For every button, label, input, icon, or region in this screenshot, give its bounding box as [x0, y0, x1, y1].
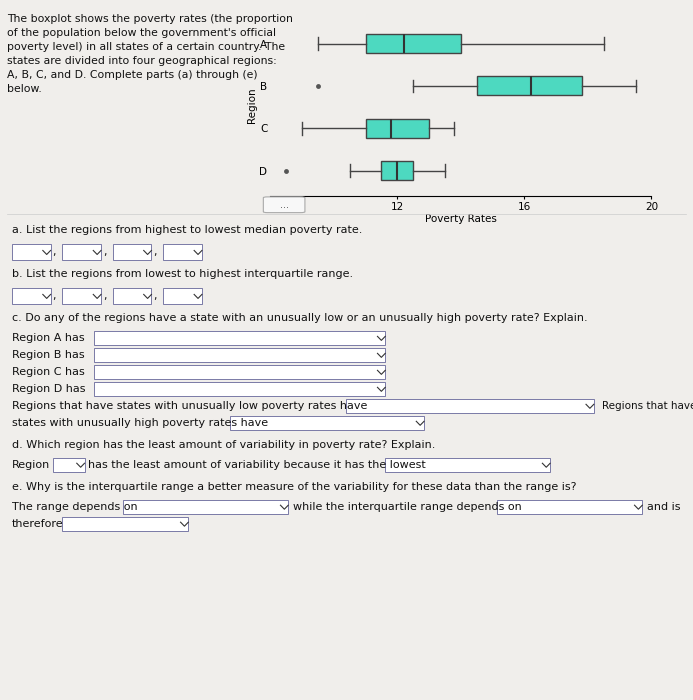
Text: ,: ,	[53, 248, 56, 258]
Text: states with unusually high poverty rates have: states with unusually high poverty rates…	[12, 419, 268, 428]
FancyBboxPatch shape	[366, 34, 461, 53]
FancyBboxPatch shape	[497, 500, 642, 514]
Text: ,: ,	[153, 248, 157, 258]
FancyBboxPatch shape	[53, 458, 85, 472]
Text: ,: ,	[103, 248, 107, 258]
Text: e. Why is the interquartile range a better measure of the variability for these : e. Why is the interquartile range a bett…	[12, 482, 577, 492]
Text: while the interquartile range depends on: while the interquartile range depends on	[293, 502, 522, 512]
Text: The boxplot shows the poverty rates (the proportion
of the population below the : The boxplot shows the poverty rates (the…	[7, 14, 293, 94]
Text: ,: ,	[53, 291, 56, 302]
X-axis label: Poverty Rates: Poverty Rates	[425, 214, 497, 224]
FancyBboxPatch shape	[477, 76, 581, 95]
FancyBboxPatch shape	[94, 365, 385, 379]
Text: c. Do any of the regions have a state with an unusually low or an unusually high: c. Do any of the regions have a state wi…	[12, 314, 588, 323]
Text: ,: ,	[103, 291, 107, 302]
Text: a. List the regions from highest to lowest median poverty rate.: a. List the regions from highest to lowe…	[12, 225, 362, 235]
Text: Region C has: Region C has	[12, 368, 85, 377]
FancyBboxPatch shape	[230, 416, 424, 430]
FancyBboxPatch shape	[346, 399, 594, 413]
FancyBboxPatch shape	[385, 458, 550, 472]
Text: and is: and is	[647, 502, 681, 512]
FancyBboxPatch shape	[62, 517, 188, 531]
Text: Region B has: Region B has	[12, 351, 85, 360]
FancyBboxPatch shape	[381, 161, 413, 180]
FancyBboxPatch shape	[263, 197, 305, 213]
FancyBboxPatch shape	[94, 382, 385, 396]
FancyBboxPatch shape	[113, 288, 152, 304]
Text: Regions that have: Regions that have	[602, 401, 693, 412]
FancyBboxPatch shape	[62, 288, 101, 304]
Y-axis label: Region: Region	[247, 88, 256, 122]
Text: Regions that have states with unusually low poverty rates have: Regions that have states with unusually …	[12, 401, 367, 412]
Text: ,: ,	[153, 291, 157, 302]
FancyBboxPatch shape	[163, 244, 202, 260]
FancyBboxPatch shape	[94, 349, 385, 363]
FancyBboxPatch shape	[62, 244, 101, 260]
Text: b. List the regions from lowest to highest interquartile range.: b. List the regions from lowest to highe…	[12, 270, 353, 279]
FancyBboxPatch shape	[12, 244, 51, 260]
Text: Region A has: Region A has	[12, 333, 85, 344]
Text: Region: Region	[12, 460, 50, 470]
Text: The range depends on: The range depends on	[12, 502, 137, 512]
Text: therefore: therefore	[12, 519, 63, 529]
FancyBboxPatch shape	[94, 331, 385, 345]
Text: d. Which region has the least amount of variability in poverty rate? Explain.: d. Which region has the least amount of …	[12, 440, 435, 450]
Text: has the least amount of variability because it has the lowest: has the least amount of variability beca…	[89, 460, 426, 470]
FancyBboxPatch shape	[366, 119, 429, 138]
Text: Region D has: Region D has	[12, 384, 85, 394]
FancyBboxPatch shape	[113, 244, 152, 260]
Text: ...: ...	[280, 199, 288, 210]
FancyBboxPatch shape	[163, 288, 202, 304]
FancyBboxPatch shape	[123, 500, 288, 514]
FancyBboxPatch shape	[12, 288, 51, 304]
